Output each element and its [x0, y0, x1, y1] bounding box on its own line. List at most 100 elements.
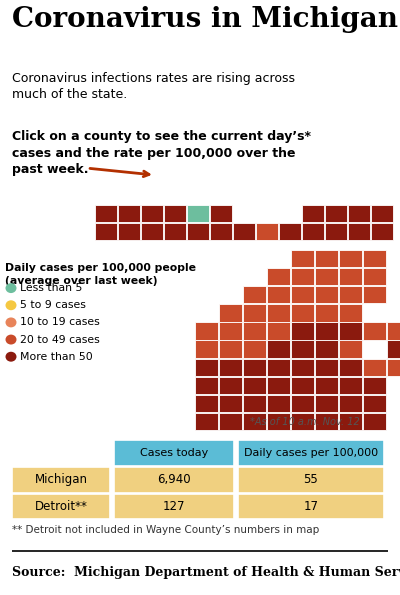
Polygon shape	[243, 322, 266, 340]
Polygon shape	[291, 377, 314, 394]
Polygon shape	[243, 340, 266, 358]
Polygon shape	[339, 359, 362, 375]
Polygon shape	[141, 205, 163, 222]
Polygon shape	[325, 205, 347, 222]
Polygon shape	[267, 286, 290, 303]
Text: More than 50: More than 50	[20, 352, 93, 362]
Polygon shape	[95, 205, 117, 222]
Text: 10 to 19 cases: 10 to 19 cases	[20, 317, 100, 327]
Polygon shape	[387, 359, 400, 375]
Polygon shape	[243, 394, 266, 412]
Polygon shape	[233, 223, 255, 240]
Polygon shape	[243, 305, 266, 321]
Polygon shape	[187, 223, 209, 240]
Bar	[238, 467, 384, 493]
Polygon shape	[267, 359, 290, 375]
Polygon shape	[164, 223, 186, 240]
Polygon shape	[325, 223, 347, 240]
Bar	[238, 440, 384, 466]
Text: 127: 127	[162, 500, 185, 513]
Polygon shape	[315, 305, 338, 321]
Bar	[114, 440, 234, 466]
Polygon shape	[315, 250, 338, 267]
Polygon shape	[302, 223, 324, 240]
Polygon shape	[363, 286, 386, 303]
Polygon shape	[363, 413, 386, 430]
Polygon shape	[291, 322, 314, 340]
Polygon shape	[210, 223, 232, 240]
Text: Cases today: Cases today	[140, 448, 208, 458]
Polygon shape	[291, 286, 314, 303]
Polygon shape	[256, 223, 278, 240]
Polygon shape	[339, 394, 362, 412]
Polygon shape	[315, 394, 338, 412]
Text: Coronavirus in Michigan: Coronavirus in Michigan	[12, 6, 398, 33]
Polygon shape	[118, 223, 140, 240]
Polygon shape	[291, 340, 314, 358]
Text: 20 to 49 cases: 20 to 49 cases	[20, 334, 100, 345]
Polygon shape	[302, 205, 324, 222]
Polygon shape	[219, 305, 242, 321]
Polygon shape	[243, 359, 266, 375]
Text: *As of 10 a.m. Nov. 12: *As of 10 a.m. Nov. 12	[250, 417, 360, 427]
Polygon shape	[371, 205, 393, 222]
Polygon shape	[210, 205, 232, 222]
Polygon shape	[243, 413, 266, 430]
Polygon shape	[339, 377, 362, 394]
Polygon shape	[348, 205, 370, 222]
Polygon shape	[279, 223, 301, 240]
Bar	[12, 467, 110, 493]
Polygon shape	[243, 377, 266, 394]
Polygon shape	[187, 205, 209, 222]
Polygon shape	[219, 394, 242, 412]
Polygon shape	[363, 268, 386, 286]
Polygon shape	[195, 413, 218, 430]
Polygon shape	[339, 305, 362, 321]
Polygon shape	[219, 377, 242, 394]
Circle shape	[6, 352, 16, 362]
Bar	[12, 494, 110, 519]
Polygon shape	[219, 322, 242, 340]
Polygon shape	[291, 305, 314, 321]
Polygon shape	[291, 250, 314, 267]
Polygon shape	[118, 205, 140, 222]
Polygon shape	[267, 322, 290, 340]
Polygon shape	[315, 359, 338, 375]
Polygon shape	[291, 394, 314, 412]
Polygon shape	[267, 305, 290, 321]
Text: 55: 55	[304, 473, 318, 486]
Polygon shape	[219, 413, 242, 430]
Polygon shape	[267, 340, 290, 358]
Polygon shape	[348, 223, 370, 240]
Circle shape	[6, 283, 16, 293]
Polygon shape	[315, 268, 338, 286]
Bar	[238, 494, 384, 519]
Polygon shape	[291, 359, 314, 375]
Polygon shape	[363, 322, 386, 340]
Text: 5 to 9 cases: 5 to 9 cases	[20, 300, 86, 310]
Circle shape	[6, 318, 16, 327]
Text: 17: 17	[304, 500, 318, 513]
Polygon shape	[363, 377, 386, 394]
Polygon shape	[387, 322, 400, 340]
Polygon shape	[267, 394, 290, 412]
Text: Daily cases per 100,000 people
(average over last week): Daily cases per 100,000 people (average …	[5, 263, 196, 286]
Polygon shape	[195, 394, 218, 412]
Polygon shape	[363, 359, 386, 375]
Polygon shape	[339, 413, 362, 430]
Text: Less than 5: Less than 5	[20, 283, 82, 293]
Polygon shape	[141, 223, 163, 240]
Polygon shape	[387, 340, 400, 358]
Polygon shape	[195, 322, 218, 340]
Polygon shape	[315, 377, 338, 394]
Polygon shape	[371, 223, 393, 240]
Polygon shape	[339, 286, 362, 303]
Polygon shape	[315, 340, 338, 358]
Polygon shape	[195, 377, 218, 394]
Polygon shape	[291, 413, 314, 430]
Polygon shape	[339, 322, 362, 340]
Polygon shape	[267, 413, 290, 430]
Polygon shape	[339, 250, 362, 267]
Polygon shape	[315, 322, 338, 340]
Polygon shape	[195, 359, 218, 375]
